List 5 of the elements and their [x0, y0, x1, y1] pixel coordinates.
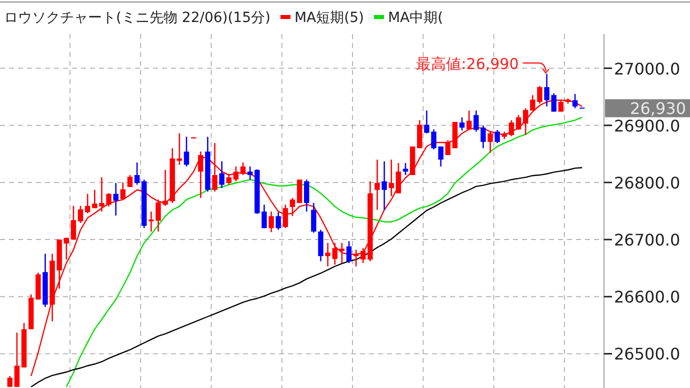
- legend-label: MA短期(5): [294, 10, 364, 26]
- annotation: 最高値:26,990: [416, 54, 519, 73]
- title: ロウソクチャート(ミニ先物 22/06)(15分): [4, 10, 270, 26]
- legend-label: MA中期(: [388, 10, 444, 26]
- annotation: 26,930: [630, 99, 686, 118]
